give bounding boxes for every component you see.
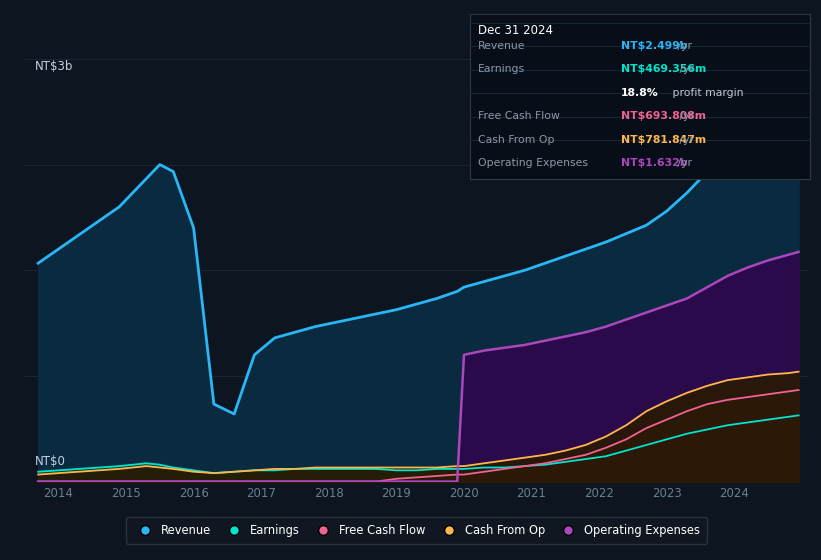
Text: Free Cash Flow: Free Cash Flow [478, 111, 560, 122]
Text: 18.8%: 18.8% [621, 88, 659, 98]
Legend: Revenue, Earnings, Free Cash Flow, Cash From Op, Operating Expenses: Revenue, Earnings, Free Cash Flow, Cash … [126, 517, 707, 544]
Text: NT$0: NT$0 [34, 455, 66, 469]
Text: /yr: /yr [674, 41, 692, 51]
Text: Earnings: Earnings [478, 64, 525, 74]
Text: NT$469.356m: NT$469.356m [621, 64, 707, 74]
Text: profit margin: profit margin [669, 88, 744, 98]
Text: NT$3b: NT$3b [34, 60, 73, 73]
Text: /yr: /yr [677, 135, 694, 145]
Text: /yr: /yr [677, 111, 694, 122]
Text: NT$693.808m: NT$693.808m [621, 111, 706, 122]
Text: NT$1.632b: NT$1.632b [621, 158, 688, 169]
Text: NT$781.847m: NT$781.847m [621, 135, 706, 145]
Text: Cash From Op: Cash From Op [478, 135, 554, 145]
Text: Dec 31 2024: Dec 31 2024 [478, 24, 553, 37]
Text: NT$2.499b: NT$2.499b [621, 41, 688, 51]
Text: Operating Expenses: Operating Expenses [478, 158, 588, 169]
Text: Revenue: Revenue [478, 41, 525, 51]
Text: /yr: /yr [677, 64, 694, 74]
Text: /yr: /yr [674, 158, 692, 169]
